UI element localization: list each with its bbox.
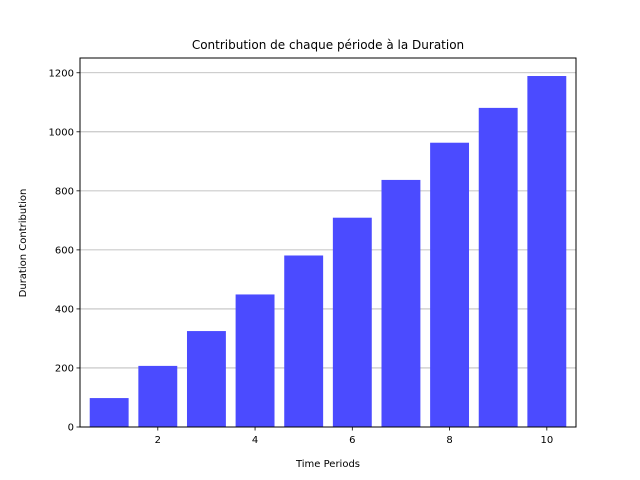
bar [478,107,518,428]
bar [138,365,178,427]
bar [332,217,372,427]
x-tick-label: 4 [252,435,258,446]
x-tick-label: 10 [540,435,553,446]
chart-title: Contribution de chaque période à la Dura… [192,38,464,52]
y-tick-label: 400 [55,304,74,315]
y-tick-label: 200 [55,363,74,374]
x-axis-ticks: 2 4 6 8 10 [155,427,553,446]
bar [527,76,567,427]
x-tick-label: 6 [349,435,355,446]
x-tick-label: 2 [155,435,161,446]
bar [235,294,275,427]
y-tick-label: 800 [55,186,74,197]
bar [89,398,129,427]
y-tick-label: 0 [68,423,74,434]
y-tick-label: 600 [55,245,74,256]
bar [186,331,226,427]
bar [430,142,470,427]
bars [89,76,567,428]
y-axis-label: Duration Contribution [18,189,29,298]
x-tick-label: 8 [446,435,452,446]
y-tick-label: 1200 [49,68,74,79]
bar [284,255,324,427]
y-tick-label: 1000 [49,127,74,138]
x-axis-label: Time Periods [295,459,360,470]
y-axis-ticks: 0 200 400 600 800 1000 1200 [49,68,80,434]
plot-frame [79,57,577,428]
bar [381,179,421,427]
